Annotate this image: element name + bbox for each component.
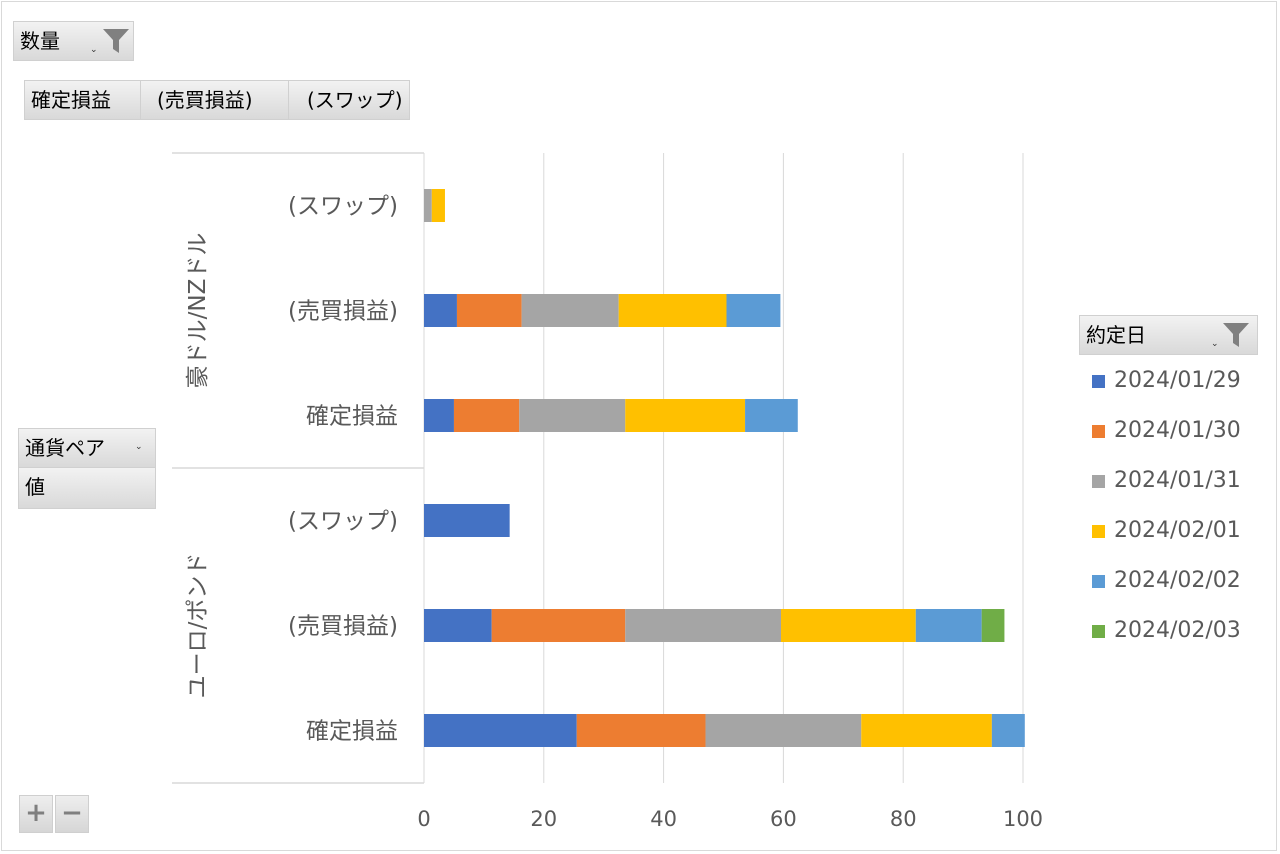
bar-segment — [424, 399, 454, 432]
column-field-button-baibai[interactable]: (売買損益) — [140, 80, 289, 120]
bar-segment — [781, 609, 916, 642]
legend-label: 2024/02/03 — [1114, 618, 1241, 643]
dropdown-arrow-icon: ⌄ — [135, 442, 143, 452]
legend-field-button[interactable]: 約定日 ⌄ — [1079, 315, 1258, 355]
group-label: 豪ドル/NZドル — [185, 233, 211, 389]
bar-segment — [576, 714, 706, 747]
bar-segment — [981, 609, 1005, 642]
bar-segment — [705, 714, 862, 747]
dropdown-arrow-icon: ⌄ — [1211, 339, 1219, 349]
bar-segment — [424, 714, 577, 747]
category-label: (スワップ) — [288, 509, 398, 535]
x-tick-label: 60 — [770, 807, 797, 831]
dropdown-arrow-icon: ⌄ — [90, 45, 98, 55]
collapse-button[interactable]: − — [55, 795, 89, 833]
bar-segment — [915, 609, 982, 642]
x-tick-label: 100 — [1003, 807, 1043, 831]
legend-field-label: 約定日 — [1086, 323, 1146, 347]
column-field-label: (売買損益) — [157, 88, 253, 112]
bar-segment — [991, 714, 1025, 747]
legend-swatch — [1092, 475, 1105, 488]
legend-swatch — [1092, 575, 1105, 588]
bar-segment — [431, 189, 445, 222]
filter-icon — [103, 29, 129, 53]
row-field-button-value[interactable]: 値 — [18, 467, 156, 509]
bar-segment — [519, 399, 626, 432]
column-field-label: 確定損益 — [31, 88, 111, 112]
category-label: (売買損益) — [288, 299, 398, 325]
row-field-button-currency-pair[interactable]: 通貨ペア ⌄ — [18, 428, 156, 468]
bar-segment — [625, 609, 782, 642]
bar-segment — [726, 294, 781, 327]
category-label: (スワップ) — [288, 194, 398, 220]
legend-swatch — [1092, 375, 1105, 388]
filter-field-label: 数量 — [20, 29, 60, 53]
legend-label: 2024/02/01 — [1114, 518, 1241, 543]
x-tick-label: 80 — [890, 807, 917, 831]
expand-button[interactable]: + — [19, 795, 53, 833]
legend-swatch — [1092, 425, 1105, 438]
bar-segment — [453, 399, 520, 432]
row-field-label: 値 — [25, 475, 45, 499]
filter-field-button[interactable]: 数量 ⌄ — [13, 21, 134, 61]
bar-segment — [424, 189, 432, 222]
x-tick-label: 0 — [417, 807, 430, 831]
x-tick-label: 20 — [530, 807, 557, 831]
row-field-label: 通貨ペア — [25, 436, 105, 460]
category-label: 確定損益 — [306, 719, 398, 745]
bar-segment — [861, 714, 992, 747]
bar-segment — [491, 609, 626, 642]
column-field-label: (スワップ) — [307, 88, 403, 112]
bar-segment — [521, 294, 619, 327]
bar-segment — [424, 504, 510, 537]
legend-label: 2024/01/29 — [1114, 368, 1241, 393]
category-label: (売買損益) — [288, 614, 398, 640]
bar-segment — [424, 609, 492, 642]
bar-segment — [625, 399, 746, 432]
bar-segment — [456, 294, 522, 327]
bar-segment — [424, 294, 457, 327]
legend-swatch — [1092, 625, 1105, 638]
category-label: 確定損益 — [306, 404, 398, 430]
bar-segment — [618, 294, 727, 327]
legend-label: 2024/01/30 — [1114, 418, 1241, 443]
column-field-button-swap[interactable]: (スワップ) — [288, 80, 410, 120]
bar-segment — [745, 399, 798, 432]
legend-swatch — [1092, 525, 1105, 538]
legend-label: 2024/02/02 — [1114, 568, 1241, 593]
filter-icon — [1223, 323, 1249, 347]
x-tick-label: 40 — [650, 807, 677, 831]
legend-label: 2024/01/31 — [1114, 468, 1241, 493]
group-label: ユーロ/ポンド — [185, 553, 211, 699]
